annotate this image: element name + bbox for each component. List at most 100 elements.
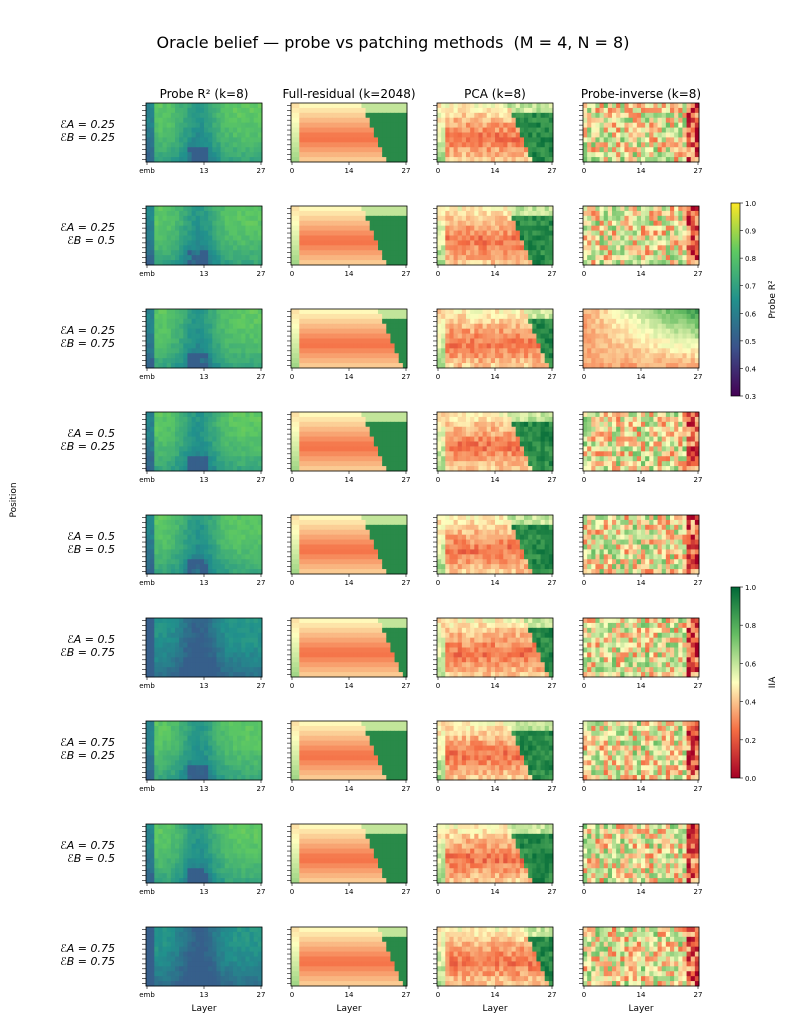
- heatmap-cell: [170, 328, 176, 334]
- heatmap-cell: [532, 117, 537, 124]
- heatmap-cell: [224, 103, 230, 109]
- heatmap-cell: [166, 441, 172, 447]
- heatmap-cell: [690, 333, 696, 339]
- heatmap-cell: [249, 157, 255, 163]
- heatmap-cell: [175, 220, 180, 227]
- heatmap-cell: [311, 210, 317, 217]
- heatmap-cell: [220, 313, 226, 320]
- heatmap-cell: [486, 122, 492, 128]
- heatmap-cell: [670, 250, 675, 256]
- heatmap-cell: [315, 323, 321, 330]
- heatmap-cell: [653, 318, 658, 325]
- heatmap-cell: [378, 363, 383, 369]
- heatmap-cell: [445, 255, 450, 261]
- heatmap-cell: [507, 107, 512, 114]
- heatmap-cell: [482, 255, 488, 261]
- heatmap-cell: [233, 466, 238, 472]
- heatmap-cell: [503, 353, 508, 359]
- heatmap-cell: [595, 137, 600, 143]
- heatmap-cell: [661, 215, 667, 222]
- heatmap-cell: [249, 152, 255, 158]
- heatmap-cell: [233, 461, 238, 467]
- heatmap-cell: [386, 147, 391, 153]
- heatmap-cell: [357, 225, 362, 231]
- heatmap-cell: [670, 215, 675, 222]
- heatmap-cell: [191, 122, 197, 128]
- heatmap-cell: [183, 107, 188, 114]
- heatmap-cell: [357, 309, 362, 315]
- heatmap-cell: [349, 127, 354, 133]
- heatmap-cell: [649, 363, 654, 369]
- heatmap-cell: [158, 323, 163, 330]
- heatmap-cell: [344, 235, 350, 241]
- heatmap-cell: [216, 363, 221, 369]
- heatmap-cell: [303, 122, 308, 128]
- heatmap-cell: [616, 250, 621, 256]
- heatmap-cell: [369, 328, 375, 334]
- heatmap-cell: [474, 137, 479, 143]
- heatmap-cell: [154, 328, 159, 334]
- heatmap-cell: [470, 255, 475, 261]
- heatmap-cell: [328, 431, 333, 437]
- heatmap-cell: [670, 152, 675, 158]
- heatmap-cell: [228, 416, 234, 423]
- heatmap-cell: [536, 206, 541, 212]
- heatmap-cell: [490, 132, 496, 138]
- heatmap-cell: [150, 137, 155, 143]
- heatmap-cell: [486, 309, 492, 315]
- heatmap-cell: [402, 142, 408, 148]
- heatmap-cell: [378, 333, 383, 339]
- heatmap-cell: [170, 206, 176, 212]
- heatmap-cell: [665, 333, 671, 339]
- heatmap-cell: [587, 220, 592, 227]
- heatmap-cell: [324, 333, 329, 339]
- heatmap-cell: [320, 127, 325, 133]
- heatmap-cell: [353, 333, 358, 339]
- heatmap-cell: [253, 363, 259, 369]
- heatmap-cell: [320, 451, 325, 457]
- heatmap-cell: [253, 255, 259, 261]
- heatmap-cell: [466, 348, 471, 354]
- heatmap-cell: [253, 358, 259, 364]
- heatmap-cell: [694, 152, 700, 158]
- heatmap-cell: [690, 206, 696, 212]
- heatmap-cell: [499, 220, 504, 227]
- heatmap-cell: [603, 250, 609, 256]
- heatmap-cell: [382, 338, 387, 344]
- heatmap-cell: [528, 157, 533, 163]
- heatmap-cell: [507, 152, 512, 158]
- heatmap-cell: [386, 353, 391, 359]
- heatmap-cell: [532, 358, 537, 364]
- heatmap-cell: [241, 147, 246, 153]
- heatmap-cell: [591, 220, 596, 227]
- heatmap-cell: [670, 343, 675, 349]
- heatmap-cell: [674, 117, 679, 124]
- heatmap-cell: [398, 436, 404, 442]
- heatmap-cell: [682, 230, 687, 236]
- heatmap-cell: [690, 318, 696, 325]
- heatmap-cell: [453, 358, 459, 364]
- heatmap-cell: [361, 117, 366, 124]
- heatmap-cell: [349, 426, 354, 433]
- x-tick-label: 13: [200, 373, 209, 381]
- heatmap-cell: [382, 117, 387, 124]
- heatmap-cell: [382, 363, 387, 369]
- heatmap-cell: [686, 333, 692, 339]
- heatmap-cell: [249, 446, 255, 452]
- heatmap-cell: [340, 137, 346, 143]
- heatmap-cell: [162, 451, 168, 457]
- heatmap-cell: [361, 245, 366, 251]
- heatmap-cell: [603, 215, 609, 222]
- heatmap-cell: [162, 142, 168, 148]
- heatmap-cell: [670, 117, 675, 124]
- heatmap-cell: [548, 245, 554, 251]
- heatmap-cell: [544, 157, 550, 163]
- heatmap-cell: [216, 117, 221, 124]
- heatmap-cell: [315, 328, 321, 334]
- heatmap-cell: [154, 363, 159, 369]
- heatmap-cell: [641, 363, 646, 369]
- heatmap-cell: [299, 318, 304, 325]
- heatmap-cell: [390, 338, 395, 344]
- heatmap-cell: [441, 358, 446, 364]
- heatmap-cell: [233, 353, 238, 359]
